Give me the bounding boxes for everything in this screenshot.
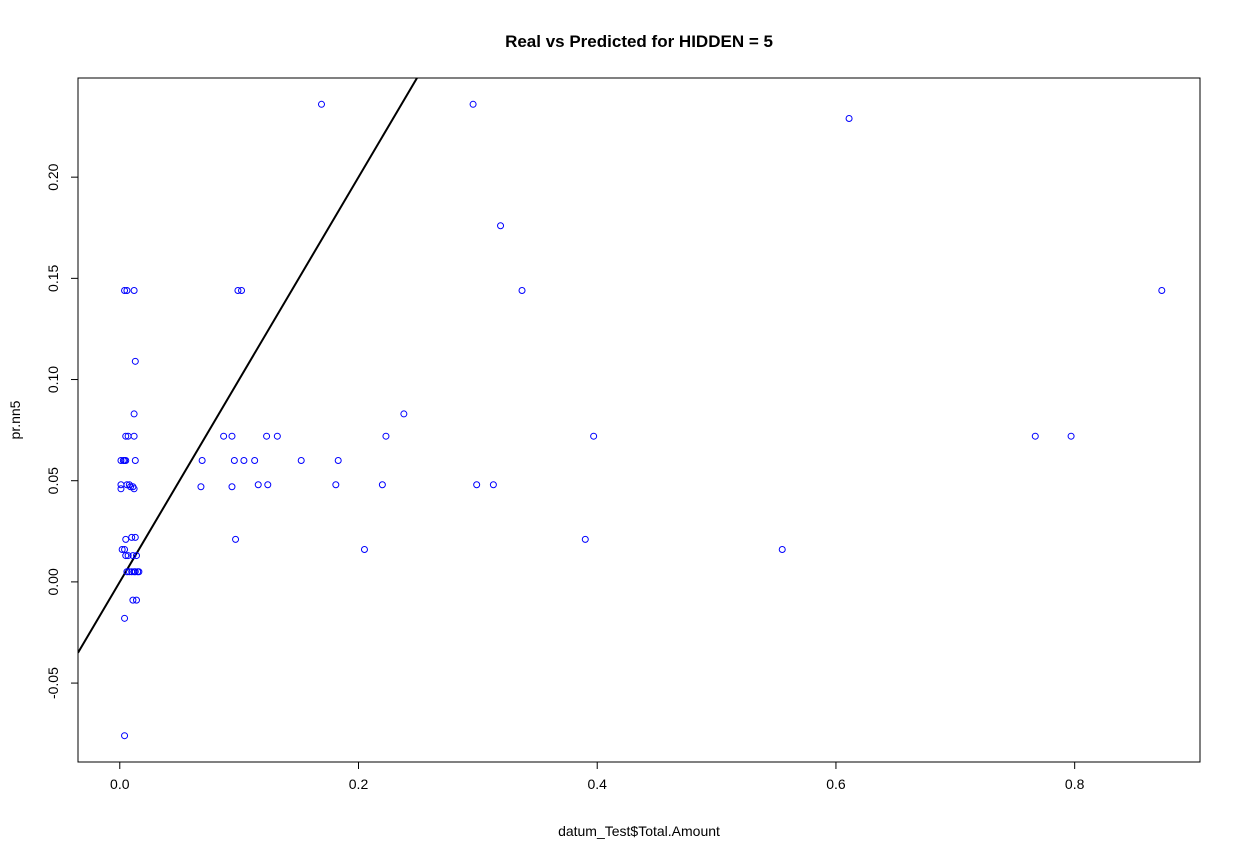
data-point (121, 732, 129, 740)
data-point (122, 456, 130, 464)
y-tick-label: -0.05 (45, 667, 61, 699)
data-points (117, 100, 1166, 740)
plot-frame (77, 77, 1201, 763)
data-point (518, 286, 526, 294)
data-point (228, 483, 236, 491)
data-point (123, 568, 131, 576)
x-tick-label: 0.8 (1065, 776, 1085, 792)
data-point (124, 552, 132, 560)
data-point (123, 481, 131, 489)
data-point (131, 357, 139, 365)
data-point (132, 552, 140, 560)
x-axis-label: datum_Test$Total.Amount (558, 823, 720, 839)
data-point (473, 481, 481, 489)
data-point (131, 456, 139, 464)
data-point (118, 546, 126, 554)
x-axis: 0.0 0.2 0.4 0.6 0.8 (110, 762, 1085, 792)
data-point (332, 481, 340, 489)
data-point (230, 456, 238, 464)
data-point (251, 456, 259, 464)
data-point (238, 286, 246, 294)
x-tick-label: 0.6 (826, 776, 846, 792)
data-point (130, 286, 138, 294)
data-point (232, 535, 240, 543)
data-point (845, 114, 853, 122)
data-point (778, 546, 786, 554)
chart-title: Real vs Predicted for HIDDEN = 5 (505, 32, 773, 51)
data-point (1031, 432, 1039, 440)
data-point (240, 456, 248, 464)
data-point (130, 432, 138, 440)
data-point (334, 456, 342, 464)
data-point (264, 481, 272, 489)
data-point (131, 533, 139, 541)
data-point (378, 481, 386, 489)
data-point (129, 596, 137, 604)
data-point (234, 286, 242, 294)
x-tick-label: 0.4 (587, 776, 607, 792)
data-point (121, 286, 129, 294)
y-tick-label: 0.00 (45, 568, 61, 595)
data-point (135, 568, 143, 576)
data-point (197, 483, 205, 491)
data-point (360, 546, 368, 554)
data-point (198, 456, 206, 464)
data-point (130, 410, 138, 418)
data-point (130, 485, 138, 493)
data-point (128, 533, 136, 541)
y-tick-label: 0.15 (45, 265, 61, 292)
data-point (1158, 286, 1166, 294)
data-point (400, 410, 408, 418)
data-point (254, 481, 262, 489)
x-tick-label: 0.0 (110, 776, 130, 792)
data-point (590, 432, 598, 440)
data-point (127, 483, 135, 491)
data-point (122, 432, 130, 440)
data-point (122, 535, 130, 543)
data-point (489, 481, 497, 489)
data-point (132, 596, 140, 604)
y-tick-label: 0.05 (45, 467, 61, 494)
data-point (117, 485, 125, 493)
data-point (469, 100, 477, 108)
y-axis: -0.05 0.00 0.05 0.10 0.15 0.20 (45, 163, 78, 699)
data-point (317, 100, 325, 108)
y-tick-label: 0.10 (45, 366, 61, 393)
data-point (497, 222, 505, 230)
data-point (263, 432, 271, 440)
data-point (382, 432, 390, 440)
data-point (122, 552, 130, 560)
data-point (131, 568, 139, 576)
data-point (581, 535, 589, 543)
x-tick-label: 0.2 (349, 776, 369, 792)
data-point (273, 432, 281, 440)
data-point (123, 286, 131, 294)
data-point (129, 552, 137, 560)
data-point (228, 432, 236, 440)
reference-line (78, 78, 419, 654)
data-point (297, 456, 305, 464)
data-point (1067, 432, 1075, 440)
y-axis-label: pr.nn5 (7, 400, 23, 439)
y-tick-label: 0.20 (45, 163, 61, 190)
data-point (117, 456, 125, 464)
data-point (121, 614, 129, 622)
data-point (220, 432, 228, 440)
